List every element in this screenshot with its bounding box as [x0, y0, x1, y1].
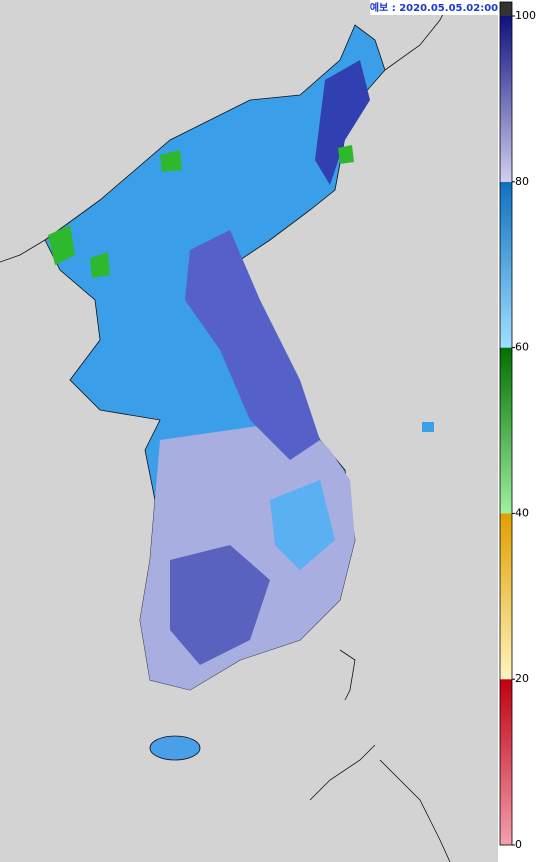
green-patch	[48, 225, 75, 265]
northeast-region	[315, 60, 370, 185]
tick-label: 20	[515, 672, 529, 685]
colorbar-segment	[500, 181, 512, 348]
tick-label: 100	[515, 9, 536, 22]
colorbar-frame	[499, 1, 513, 846]
header-box	[370, 0, 498, 15]
colorbar-cap	[500, 2, 512, 16]
tick-label: 40	[515, 506, 529, 519]
forecast-label: 예보 : 2020.05.05.02:00	[370, 1, 498, 14]
tick-label: 60	[515, 341, 529, 354]
central-region	[270, 480, 335, 570]
coastline	[0, 239, 46, 263]
colorbar-segment	[500, 513, 512, 680]
colorbar-segment	[500, 347, 512, 514]
green-patch	[160, 150, 182, 172]
tick-label: 0	[515, 838, 522, 851]
colorbar-segment	[500, 679, 512, 845]
green-patch	[90, 252, 110, 278]
jeju-island	[149, 735, 201, 761]
dokdo-patch	[422, 422, 434, 432]
colorbar: 0 20 40 60 80 100	[499, 1, 536, 851]
green-patch	[338, 145, 354, 164]
southwest-region	[170, 545, 270, 665]
coastline	[379, 759, 451, 862]
peninsula	[0, 0, 451, 862]
coastline	[339, 649, 356, 701]
tick-label: 80	[515, 175, 529, 188]
colorbar-segment	[500, 16, 512, 182]
coastline	[309, 744, 376, 801]
dense-band	[185, 230, 320, 460]
